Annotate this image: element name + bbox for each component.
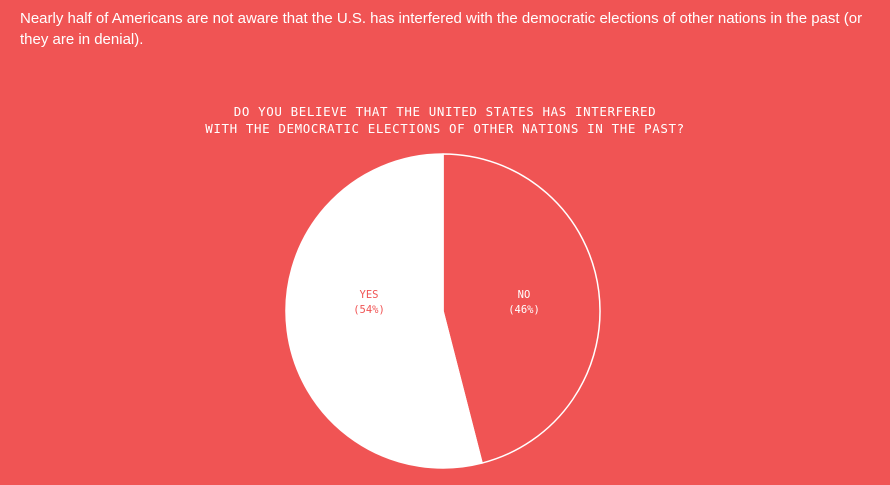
chart-title-line-1: DO YOU BELIEVE THAT THE UNITED STATES HA… bbox=[233, 104, 657, 119]
headline-text: Nearly half of Americans are not aware t… bbox=[20, 10, 863, 48]
pie-slice-no bbox=[442, 153, 601, 464]
pie-labels: NO (46%) YES (54%) bbox=[353, 289, 540, 316]
chart-title: DO YOU BELIEVE THAT THE UNITED STATES HA… bbox=[0, 103, 890, 137]
chart-title-line-2: WITH THE DEMOCRATIC ELECTIONS OF OTHER N… bbox=[205, 121, 685, 136]
slice-value-yes: (54%) bbox=[353, 304, 385, 316]
pie-slice-yes bbox=[285, 153, 483, 469]
slice-label-yes: YES bbox=[360, 289, 379, 301]
slice-value-no: (46%) bbox=[508, 304, 540, 316]
pie-slices bbox=[285, 153, 601, 469]
slice-label-no: NO bbox=[518, 289, 531, 301]
